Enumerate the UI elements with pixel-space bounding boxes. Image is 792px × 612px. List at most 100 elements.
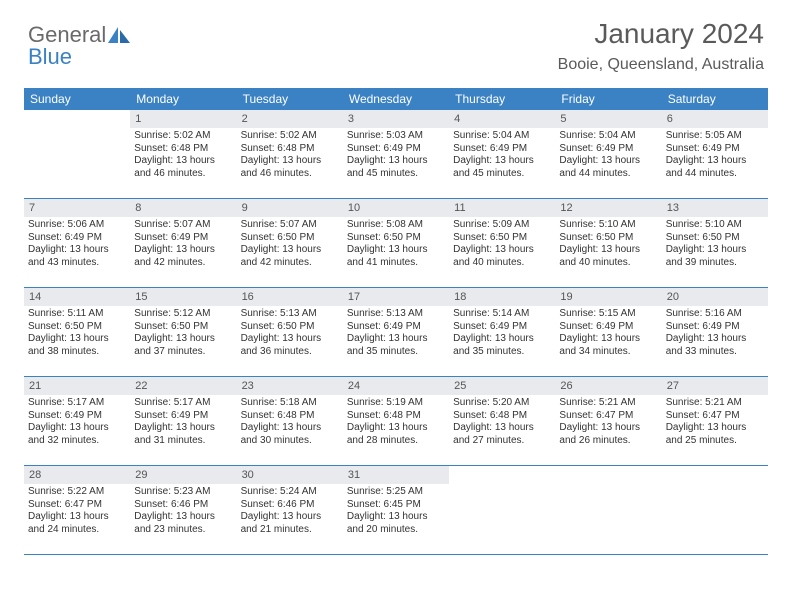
sunrise-line: Sunrise: 5:15 AM [559,308,657,321]
sunset-line: Sunset: 6:49 PM [347,143,445,156]
calendar-cell [449,466,555,554]
calendar-cell [24,110,130,198]
sunset-line: Sunset: 6:49 PM [347,321,445,334]
day-number: 29 [130,466,236,484]
calendar-cell: 12Sunrise: 5:10 AMSunset: 6:50 PMDayligh… [555,199,661,287]
sunset-line: Sunset: 6:48 PM [241,143,339,156]
sunrise-line: Sunrise: 5:19 AM [347,397,445,410]
daylight-line: Daylight: 13 hours and 23 minutes. [134,511,232,536]
calendar-cell: 19Sunrise: 5:15 AMSunset: 6:49 PMDayligh… [555,288,661,376]
daylight-line: Daylight: 13 hours and 25 minutes. [666,422,764,447]
calendar-cell: 26Sunrise: 5:21 AMSunset: 6:47 PMDayligh… [555,377,661,465]
calendar-cell: 3Sunrise: 5:03 AMSunset: 6:49 PMDaylight… [343,110,449,198]
page-header: January 2024 Booie, Queensland, Australi… [558,18,764,74]
sunrise-line: Sunrise: 5:09 AM [453,219,551,232]
day-number: 10 [343,199,449,217]
day-number: 21 [24,377,130,395]
calendar-cell: 30Sunrise: 5:24 AMSunset: 6:46 PMDayligh… [237,466,343,554]
daylight-line: Daylight: 13 hours and 31 minutes. [134,422,232,447]
sunrise-line: Sunrise: 5:07 AM [134,219,232,232]
daylight-line: Daylight: 13 hours and 35 minutes. [453,333,551,358]
page-title: January 2024 [558,18,764,50]
day-details: Sunrise: 5:10 AMSunset: 6:50 PMDaylight:… [555,217,661,273]
calendar-cell: 16Sunrise: 5:13 AMSunset: 6:50 PMDayligh… [237,288,343,376]
day-details: Sunrise: 5:08 AMSunset: 6:50 PMDaylight:… [343,217,449,273]
daylight-line: Daylight: 13 hours and 44 minutes. [666,155,764,180]
day-details: Sunrise: 5:19 AMSunset: 6:48 PMDaylight:… [343,395,449,451]
calendar-cell: 29Sunrise: 5:23 AMSunset: 6:46 PMDayligh… [130,466,236,554]
sunset-line: Sunset: 6:49 PM [559,143,657,156]
calendar-cell: 28Sunrise: 5:22 AMSunset: 6:47 PMDayligh… [24,466,130,554]
calendar-cell [555,466,661,554]
daylight-line: Daylight: 13 hours and 46 minutes. [241,155,339,180]
daylight-line: Daylight: 13 hours and 26 minutes. [559,422,657,447]
daylight-line: Daylight: 13 hours and 35 minutes. [347,333,445,358]
calendar-cell: 27Sunrise: 5:21 AMSunset: 6:47 PMDayligh… [662,377,768,465]
day-number: 2 [237,110,343,128]
sunrise-line: Sunrise: 5:22 AM [28,486,126,499]
day-details: Sunrise: 5:02 AMSunset: 6:48 PMDaylight:… [237,128,343,184]
sunset-line: Sunset: 6:50 PM [453,232,551,245]
sunrise-line: Sunrise: 5:05 AM [666,130,764,143]
calendar-cell: 8Sunrise: 5:07 AMSunset: 6:49 PMDaylight… [130,199,236,287]
sunset-line: Sunset: 6:49 PM [134,232,232,245]
calendar-cell: 21Sunrise: 5:17 AMSunset: 6:49 PMDayligh… [24,377,130,465]
day-number: 25 [449,377,555,395]
sunset-line: Sunset: 6:45 PM [347,499,445,512]
day-number: 20 [662,288,768,306]
sunset-line: Sunset: 6:49 PM [28,232,126,245]
calendar-week-row: 21Sunrise: 5:17 AMSunset: 6:49 PMDayligh… [24,377,768,466]
daylight-line: Daylight: 13 hours and 38 minutes. [28,333,126,358]
day-number: 14 [24,288,130,306]
sunrise-line: Sunrise: 5:14 AM [453,308,551,321]
day-details: Sunrise: 5:05 AMSunset: 6:49 PMDaylight:… [662,128,768,184]
day-number: 22 [130,377,236,395]
sunset-line: Sunset: 6:46 PM [241,499,339,512]
day-details: Sunrise: 5:20 AMSunset: 6:48 PMDaylight:… [449,395,555,451]
calendar-cell: 14Sunrise: 5:11 AMSunset: 6:50 PMDayligh… [24,288,130,376]
sunrise-line: Sunrise: 5:10 AM [559,219,657,232]
day-number: 17 [343,288,449,306]
day-details: Sunrise: 5:21 AMSunset: 6:47 PMDaylight:… [662,395,768,451]
day-details: Sunrise: 5:03 AMSunset: 6:49 PMDaylight:… [343,128,449,184]
day-details: Sunrise: 5:12 AMSunset: 6:50 PMDaylight:… [130,306,236,362]
calendar-week-row: 28Sunrise: 5:22 AMSunset: 6:47 PMDayligh… [24,466,768,555]
daylight-line: Daylight: 13 hours and 33 minutes. [666,333,764,358]
calendar-cell: 24Sunrise: 5:19 AMSunset: 6:48 PMDayligh… [343,377,449,465]
calendar-cell: 1Sunrise: 5:02 AMSunset: 6:48 PMDaylight… [130,110,236,198]
calendar-cell: 2Sunrise: 5:02 AMSunset: 6:48 PMDaylight… [237,110,343,198]
sunset-line: Sunset: 6:46 PM [134,499,232,512]
sunrise-line: Sunrise: 5:24 AM [241,486,339,499]
day-details: Sunrise: 5:06 AMSunset: 6:49 PMDaylight:… [24,217,130,273]
day-number: 31 [343,466,449,484]
daylight-line: Daylight: 13 hours and 40 minutes. [453,244,551,269]
calendar-week-row: 7Sunrise: 5:06 AMSunset: 6:49 PMDaylight… [24,199,768,288]
day-number: 23 [237,377,343,395]
calendar: Sunday Monday Tuesday Wednesday Thursday… [24,88,768,555]
calendar-cell: 11Sunrise: 5:09 AMSunset: 6:50 PMDayligh… [449,199,555,287]
dayheader-sun: Sunday [24,88,130,110]
daylight-line: Daylight: 13 hours and 41 minutes. [347,244,445,269]
daylight-line: Daylight: 13 hours and 32 minutes. [28,422,126,447]
sunrise-line: Sunrise: 5:18 AM [241,397,339,410]
calendar-cell [662,466,768,554]
daylight-line: Daylight: 13 hours and 40 minutes. [559,244,657,269]
sunrise-line: Sunrise: 5:07 AM [241,219,339,232]
sunrise-line: Sunrise: 5:13 AM [241,308,339,321]
sunset-line: Sunset: 6:49 PM [666,321,764,334]
day-number: 4 [449,110,555,128]
day-details: Sunrise: 5:10 AMSunset: 6:50 PMDaylight:… [662,217,768,273]
day-number: 19 [555,288,661,306]
dayheader-wed: Wednesday [343,88,449,110]
dayheader-thu: Thursday [449,88,555,110]
calendar-cell: 13Sunrise: 5:10 AMSunset: 6:50 PMDayligh… [662,199,768,287]
daylight-line: Daylight: 13 hours and 36 minutes. [241,333,339,358]
calendar-cell: 22Sunrise: 5:17 AMSunset: 6:49 PMDayligh… [130,377,236,465]
sunset-line: Sunset: 6:49 PM [134,410,232,423]
sunrise-line: Sunrise: 5:11 AM [28,308,126,321]
sunset-line: Sunset: 6:48 PM [347,410,445,423]
day-details: Sunrise: 5:04 AMSunset: 6:49 PMDaylight:… [449,128,555,184]
daylight-line: Daylight: 13 hours and 27 minutes. [453,422,551,447]
day-details: Sunrise: 5:16 AMSunset: 6:49 PMDaylight:… [662,306,768,362]
logo-sail-icon [108,27,130,43]
